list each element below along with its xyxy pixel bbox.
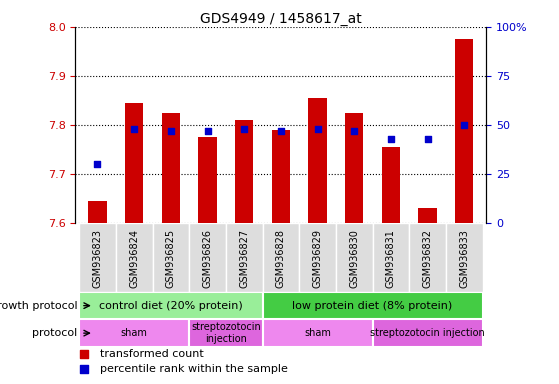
Bar bbox=[446, 223, 482, 292]
Bar bbox=[235, 120, 253, 223]
Bar bbox=[162, 113, 180, 223]
Point bbox=[460, 122, 469, 128]
Bar bbox=[455, 39, 473, 223]
Bar bbox=[125, 103, 143, 223]
Bar bbox=[79, 223, 116, 292]
Text: GSM936825: GSM936825 bbox=[166, 229, 176, 288]
Bar bbox=[263, 223, 299, 292]
Point bbox=[203, 128, 212, 134]
Bar bbox=[79, 319, 189, 347]
Point bbox=[313, 126, 322, 132]
Bar bbox=[373, 319, 482, 347]
Bar bbox=[153, 223, 189, 292]
Point bbox=[350, 128, 359, 134]
Text: GSM936832: GSM936832 bbox=[423, 229, 433, 288]
Bar bbox=[336, 223, 373, 292]
Text: growth protocol: growth protocol bbox=[0, 301, 77, 311]
Text: GSM936830: GSM936830 bbox=[349, 229, 359, 288]
Bar bbox=[198, 137, 217, 223]
Text: sham: sham bbox=[304, 328, 331, 338]
Bar bbox=[419, 209, 437, 223]
Text: GSM936831: GSM936831 bbox=[386, 229, 396, 288]
Point bbox=[167, 128, 176, 134]
Text: GSM936827: GSM936827 bbox=[239, 229, 249, 288]
Text: GSM936826: GSM936826 bbox=[202, 229, 212, 288]
Bar bbox=[345, 113, 363, 223]
Text: low protein diet (8% protein): low protein diet (8% protein) bbox=[292, 301, 453, 311]
Text: GSM936833: GSM936833 bbox=[459, 229, 470, 288]
Bar bbox=[382, 147, 400, 223]
Text: GSM936824: GSM936824 bbox=[129, 229, 139, 288]
Bar bbox=[263, 292, 482, 319]
Bar bbox=[373, 223, 409, 292]
Point bbox=[130, 126, 139, 132]
Point bbox=[277, 128, 286, 134]
Text: percentile rank within the sample: percentile rank within the sample bbox=[100, 364, 288, 374]
Bar bbox=[79, 292, 263, 319]
Bar bbox=[189, 223, 226, 292]
Text: protocol: protocol bbox=[32, 328, 77, 338]
Point bbox=[79, 351, 88, 357]
Bar bbox=[226, 223, 263, 292]
Bar bbox=[189, 319, 263, 347]
Text: streptozotocin
injection: streptozotocin injection bbox=[191, 322, 260, 344]
Point bbox=[93, 161, 102, 167]
Text: GSM936828: GSM936828 bbox=[276, 229, 286, 288]
Bar bbox=[88, 201, 107, 223]
Text: sham: sham bbox=[121, 328, 148, 338]
Text: streptozotocin injection: streptozotocin injection bbox=[370, 328, 485, 338]
Text: GSM936829: GSM936829 bbox=[312, 229, 323, 288]
Bar bbox=[263, 319, 373, 347]
Text: transformed count: transformed count bbox=[100, 349, 204, 359]
Text: GSM936823: GSM936823 bbox=[92, 229, 102, 288]
Point bbox=[386, 136, 395, 142]
Point bbox=[423, 136, 432, 142]
Bar bbox=[272, 130, 290, 223]
Point bbox=[79, 366, 88, 372]
Point bbox=[240, 126, 249, 132]
Title: GDS4949 / 1458617_at: GDS4949 / 1458617_at bbox=[200, 12, 362, 26]
Bar bbox=[409, 223, 446, 292]
Text: control diet (20% protein): control diet (20% protein) bbox=[99, 301, 243, 311]
Bar bbox=[309, 98, 327, 223]
Bar bbox=[299, 223, 336, 292]
Bar bbox=[116, 223, 153, 292]
